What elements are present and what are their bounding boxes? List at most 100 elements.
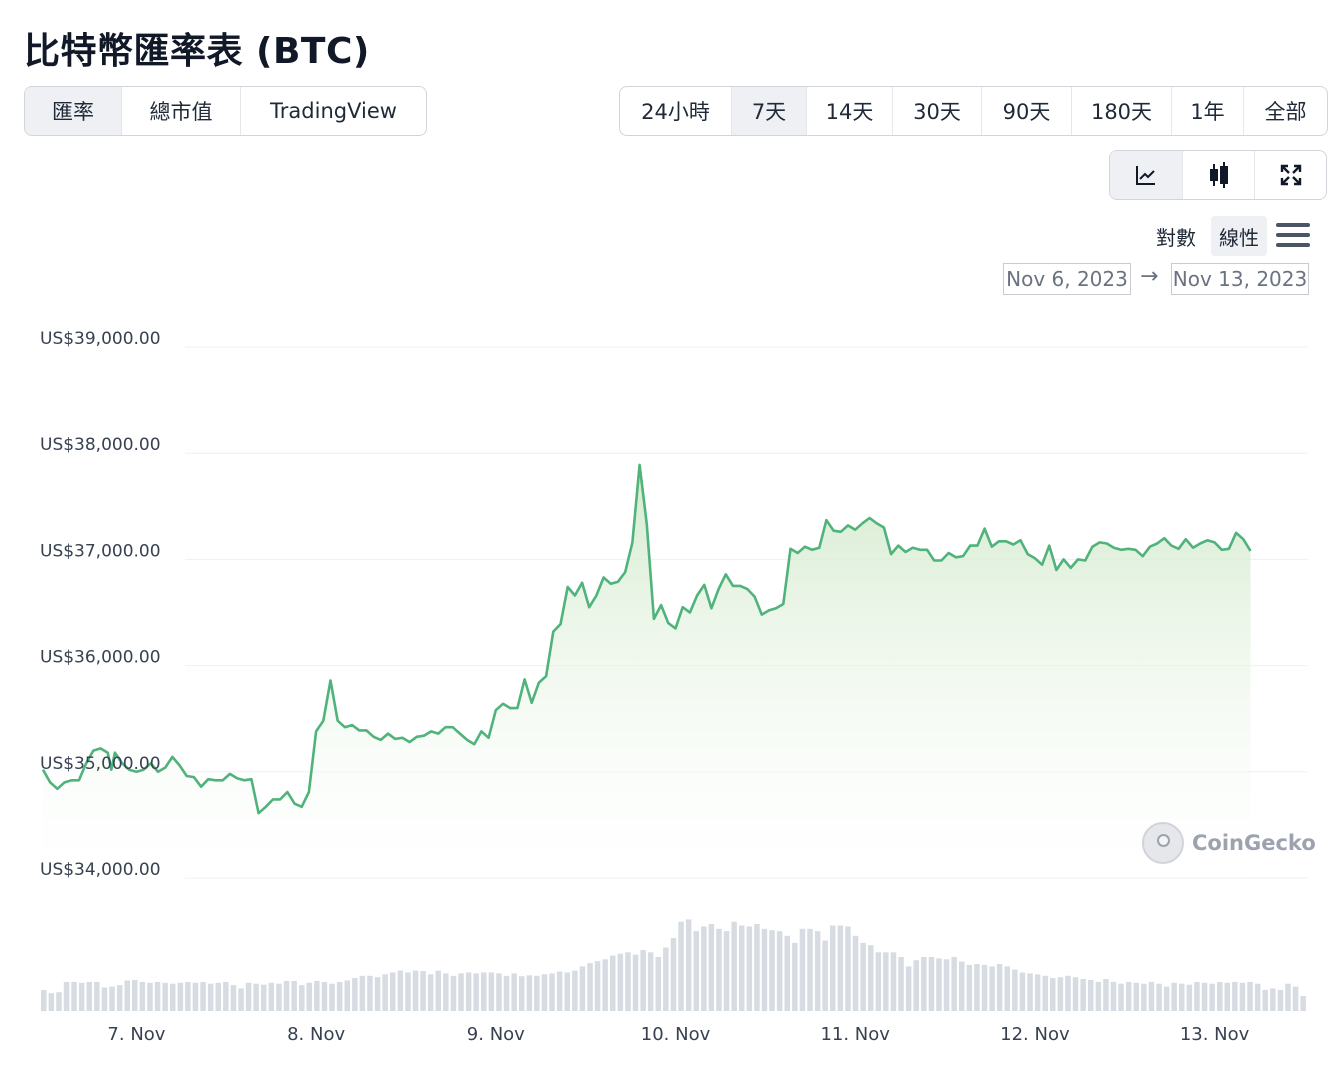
- price-chart: US$34,000.00 US$35,000.00 US$36,000.00 US$3…: [40, 329, 1308, 1045]
- menu-icon[interactable]: [1276, 220, 1310, 250]
- volume-bar: [1133, 982, 1139, 1011]
- volume-bar: [708, 924, 715, 1011]
- volume-bar: [405, 972, 411, 1011]
- linear-scale-button[interactable]: 線性: [1211, 216, 1267, 256]
- volume-bar: [1012, 969, 1018, 1011]
- volume-bar: [1095, 981, 1102, 1011]
- y-axis-label: US$38,000.00: [40, 435, 161, 455]
- range-all-button[interactable]: 全部: [1243, 87, 1327, 135]
- log-scale-button[interactable]: 對數: [1156, 225, 1196, 250]
- volume-bar: [147, 982, 153, 1011]
- volume-bar: [701, 926, 707, 1011]
- volume-bar: [473, 973, 479, 1011]
- date-from-input[interactable]: Nov 6, 2023: [1003, 263, 1131, 295]
- range-1y-button[interactable]: 1年: [1171, 87, 1243, 135]
- volume-bar: [291, 980, 297, 1011]
- volume-bar: [215, 982, 221, 1011]
- volume-bar: [769, 930, 775, 1011]
- date-to-input[interactable]: Nov 13, 2023: [1171, 263, 1309, 295]
- volume-bar: [268, 982, 275, 1011]
- volume-bar: [822, 940, 828, 1011]
- volume-bar: [390, 972, 396, 1011]
- volume-bar: [435, 970, 441, 1011]
- volume-bar: [223, 981, 229, 1011]
- range-30d-button[interactable]: 30天: [892, 87, 981, 135]
- volume-bar: [1270, 988, 1276, 1011]
- volume-bar: [245, 982, 252, 1011]
- volume-bar: [207, 983, 214, 1011]
- tab-market-cap[interactable]: 總市值: [121, 87, 240, 135]
- volume-bar: [830, 925, 836, 1011]
- volume-bar: [966, 964, 973, 1011]
- volume-bar: [299, 985, 305, 1011]
- volume-bar: [541, 974, 548, 1011]
- volume-bar: [1004, 966, 1010, 1011]
- volume-bar: [397, 970, 404, 1011]
- volume-bar: [951, 957, 957, 1011]
- volume-bar: [1027, 973, 1033, 1011]
- tab-rate[interactable]: 匯率: [25, 87, 121, 135]
- volume-bar: [1088, 980, 1094, 1011]
- volume-bar: [731, 921, 737, 1011]
- range-90d-button[interactable]: 90天: [981, 87, 1071, 135]
- volume-bar: [412, 970, 419, 1011]
- volume-bar: [276, 983, 282, 1011]
- volume-bar: [503, 975, 510, 1012]
- fullscreen-icon: [1280, 164, 1301, 186]
- volume-bar: [1262, 989, 1268, 1012]
- fullscreen-button[interactable]: [1254, 151, 1326, 199]
- volume-bar: [465, 972, 472, 1011]
- volume-bar: [1194, 981, 1200, 1011]
- volume-bar: [519, 976, 525, 1011]
- volume-bar: [230, 985, 237, 1011]
- volume-bar: [78, 982, 85, 1011]
- range-24h-button[interactable]: 24小時: [641, 100, 710, 124]
- line-chart-icon: [1136, 166, 1155, 185]
- volume-bar: [1300, 996, 1306, 1011]
- range-7d-button[interactable]: 7天: [731, 87, 806, 135]
- volume-bar: [845, 926, 851, 1011]
- x-axis-label: 11. Nov: [820, 1024, 890, 1045]
- volume-bar: [1125, 981, 1132, 1011]
- volume-bar: [1103, 979, 1109, 1011]
- volume-bar: [1285, 983, 1291, 1011]
- volume-bar: [352, 978, 358, 1011]
- volume-bar: [556, 971, 563, 1011]
- volume-bar: [359, 975, 366, 1012]
- range-14d-button[interactable]: 14天: [806, 87, 892, 135]
- volume-bar: [1217, 981, 1223, 1011]
- volume-bar: [185, 981, 191, 1011]
- volume-bar: [943, 959, 950, 1011]
- volume-bar: [647, 952, 654, 1012]
- range-180d-button[interactable]: 180天: [1071, 87, 1171, 135]
- y-axis-labels: US$34,000.00 US$35,000.00 US$36,000.00 US$3…: [40, 329, 161, 880]
- volume-bar: [579, 966, 586, 1011]
- volume-bar: [420, 971, 426, 1011]
- volume-bar: [572, 970, 578, 1011]
- volume-bar: [1042, 975, 1048, 1012]
- volume-bar: [693, 931, 699, 1011]
- volume-bar: [1201, 982, 1208, 1011]
- volume-bar: [1232, 981, 1238, 1011]
- volume-bar: [799, 928, 806, 1012]
- volume-bar: [670, 938, 677, 1011]
- line-chart-button[interactable]: [1110, 151, 1182, 199]
- candlestick-button[interactable]: [1182, 151, 1254, 199]
- price-area: [43, 464, 1251, 878]
- tab-tradingview[interactable]: TradingView: [240, 87, 426, 135]
- volume-bar: [86, 981, 92, 1011]
- volume-bar: [807, 928, 813, 1012]
- volume-bar: [170, 983, 176, 1011]
- volume-bar: [162, 982, 168, 1011]
- volume-bar: [936, 958, 942, 1011]
- volume-bar: [329, 983, 335, 1011]
- volume-bar: [132, 980, 138, 1011]
- volume-bar: [837, 925, 844, 1011]
- volume-bar: [792, 942, 798, 1011]
- page-title: 比特幣匯率表 (BTC): [24, 31, 370, 72]
- y-axis-label: US$34,000.00: [40, 860, 161, 880]
- volume-bar: [71, 981, 77, 1011]
- volume-bar: [716, 928, 722, 1012]
- volume-bar: [101, 987, 108, 1011]
- volume-bar: [996, 964, 1003, 1011]
